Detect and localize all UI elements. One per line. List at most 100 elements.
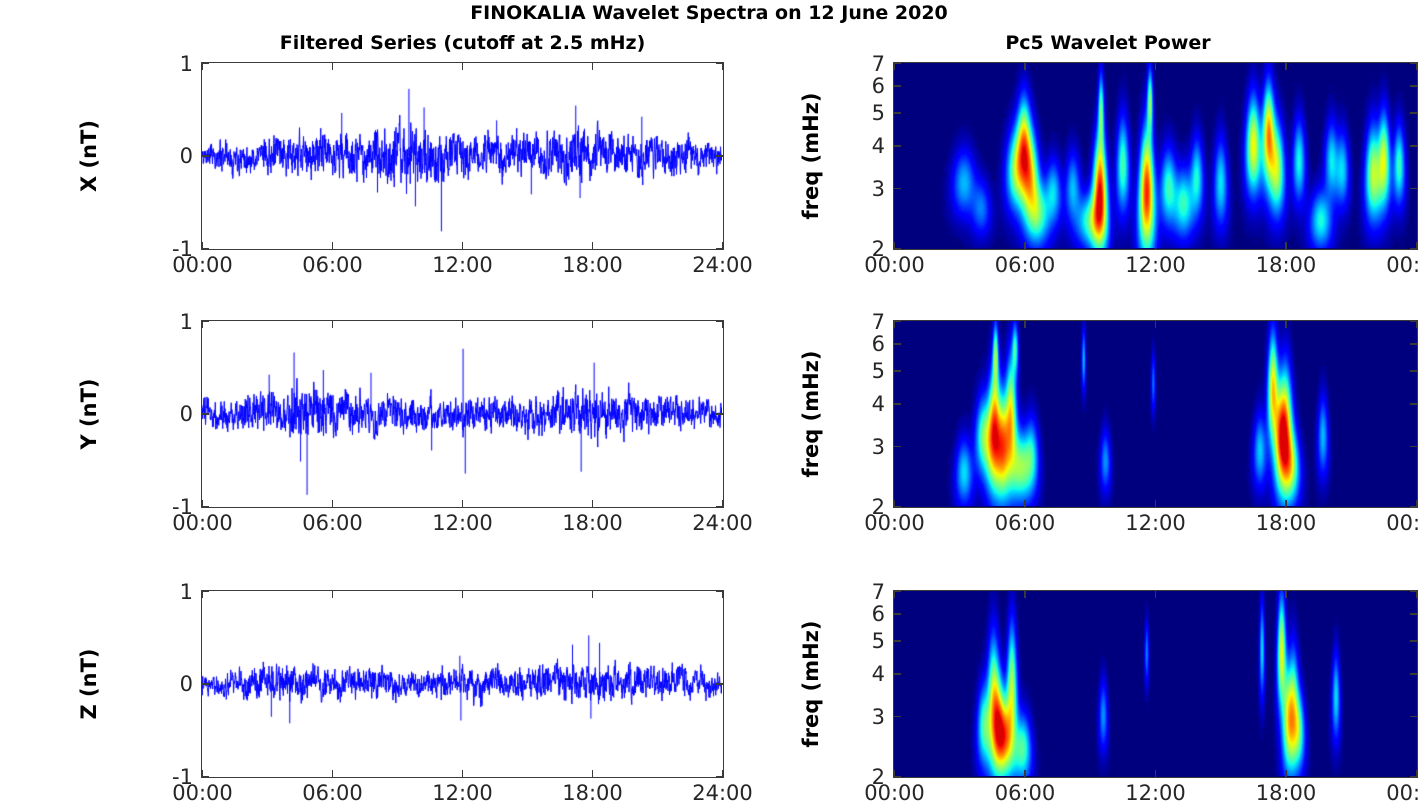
xtick-top-right-row-1-2 xyxy=(1154,63,1157,70)
xtick-right-row-2-0 xyxy=(893,500,896,507)
ytick-right-row-3-5 xyxy=(894,775,901,778)
ytick-right-row-2-3 xyxy=(894,403,901,405)
xticklabel-right-row-2-2: 12:00 xyxy=(1125,511,1186,535)
xticklabel-right-row-1-1: 06:00 xyxy=(994,253,1056,277)
xticklabel-right-row-1-4: 00:00 xyxy=(1386,253,1418,277)
ytick-right-right-row-2-4 xyxy=(1410,445,1417,448)
yticklabel-right-row-1-1: 6 xyxy=(871,74,885,99)
xtick-left-row-3-1 xyxy=(331,770,334,777)
xticklabel-right-row-1-2: 12:00 xyxy=(1125,253,1186,277)
xtick-top-left-row-2-2 xyxy=(461,321,464,328)
xtick-top-left-row-3-3 xyxy=(591,591,594,598)
xticklabel-left-row-1-2: 12:00 xyxy=(432,253,493,277)
ytick-right-row-3-1 xyxy=(894,613,901,616)
ytick-right-row-3-3 xyxy=(894,673,901,675)
ylabel-left-row-1: X (nT) xyxy=(77,120,101,192)
ytick-right-left-row-3-1 xyxy=(716,683,723,685)
ytick-right-row-1-0 xyxy=(894,62,901,65)
ylabel-right-row-3: freq (mHz) xyxy=(799,620,823,748)
yticklabel-right-row-2-0: 7 xyxy=(871,309,885,334)
ytick-right-left-row-2-1 xyxy=(716,413,723,415)
ytick-right-right-row-2-5 xyxy=(1410,505,1417,508)
xtick-right-row-2-3 xyxy=(1285,500,1287,507)
yticklabel-right-row-1-4: 3 xyxy=(871,176,885,201)
ytick-left-row-2-2 xyxy=(202,505,209,508)
yticklabel-right-row-2-1: 6 xyxy=(871,332,885,357)
ytick-right-right-row-3-3 xyxy=(1410,673,1417,675)
yticklabel-left-row-1-1: 0 xyxy=(179,144,193,168)
ytick-right-left-row-2-2 xyxy=(716,505,723,508)
yticklabel-right-row-2-4: 3 xyxy=(871,434,885,459)
yticklabel-left-row-2-1: 0 xyxy=(179,402,193,426)
xtick-left-row-3-0 xyxy=(201,770,204,777)
axes-left-row-2 xyxy=(201,320,724,508)
ytick-right-row-1-1 xyxy=(894,85,901,88)
timeseries-trace xyxy=(202,321,722,506)
ytick-right-right-row-1-1 xyxy=(1410,85,1417,88)
xticklabel-left-row-2-2: 12:00 xyxy=(432,511,493,535)
xtick-right-row-1-4 xyxy=(1415,242,1418,249)
xtick-top-left-row-2-0 xyxy=(201,321,204,328)
xtick-top-right-row-2-0 xyxy=(893,321,896,328)
xtick-left-row-2-1 xyxy=(331,500,334,507)
xtick-top-right-row-1-1 xyxy=(1024,63,1026,70)
figure-canvas: FINOKALIA Wavelet Spectra on 12 June 202… xyxy=(77,2,1418,805)
ytick-right-row-3-4 xyxy=(894,715,901,718)
xtick-top-right-row-3-1 xyxy=(1024,591,1026,598)
wavelet-power-image xyxy=(894,63,1416,248)
ytick-right-row-1-2 xyxy=(894,112,901,114)
xtick-left-row-1-1 xyxy=(331,242,334,249)
ytick-right-row-3-2 xyxy=(894,640,901,642)
xticklabel-right-row-3-4: 00:00 xyxy=(1386,781,1418,805)
ytick-right-row-1-5 xyxy=(894,247,901,250)
ytick-right-right-row-1-4 xyxy=(1410,187,1417,190)
timeseries-trace xyxy=(202,63,722,248)
xtick-left-row-1-4 xyxy=(721,242,724,249)
right-column-title: Pc5 Wavelet Power xyxy=(1005,32,1211,54)
ytick-right-left-row-1-2 xyxy=(716,247,723,250)
ytick-right-row-1-4 xyxy=(894,187,901,190)
xtick-top-right-row-3-2 xyxy=(1154,591,1157,598)
ytick-right-right-row-2-1 xyxy=(1410,343,1417,346)
xtick-top-right-row-2-3 xyxy=(1285,321,1287,328)
ytick-left-row-2-1 xyxy=(202,413,209,415)
ytick-right-left-row-1-0 xyxy=(716,62,723,65)
yticklabel-left-row-1-0: 1 xyxy=(179,51,193,76)
axes-left-row-3 xyxy=(201,590,724,778)
xticklabel-left-row-1-0: 00:00 xyxy=(172,253,233,277)
xtick-left-row-3-4 xyxy=(721,770,724,777)
ylabel-left-row-2: Y (nT) xyxy=(77,378,101,450)
xtick-top-right-row-2-2 xyxy=(1154,321,1157,328)
yticklabel-right-row-1-0: 7 xyxy=(871,51,885,76)
xtick-left-row-1-2 xyxy=(461,242,464,249)
ytick-right-right-row-3-2 xyxy=(1410,640,1417,642)
yticklabel-right-row-2-2: 5 xyxy=(871,359,885,384)
ytick-right-right-row-1-5 xyxy=(1410,247,1417,250)
xtick-left-row-1-0 xyxy=(201,242,204,249)
timeseries-trace xyxy=(202,591,722,776)
ytick-left-row-2-0 xyxy=(202,320,209,323)
xticklabel-right-row-2-3: 18:00 xyxy=(1255,511,1317,535)
xticklabel-left-row-3-2: 12:00 xyxy=(432,781,493,805)
yticklabel-right-row-2-3: 4 xyxy=(871,392,885,417)
xtick-right-row-1-0 xyxy=(893,242,896,249)
xticklabel-left-row-2-1: 06:00 xyxy=(302,511,363,535)
yticklabel-left-row-2-0: 1 xyxy=(179,309,193,334)
xtick-right-row-1-3 xyxy=(1285,242,1287,249)
xtick-top-left-row-2-3 xyxy=(591,321,594,328)
xticklabel-left-row-2-4: 24:00 xyxy=(692,511,753,535)
xtick-top-left-row-2-1 xyxy=(331,321,334,328)
xtick-top-left-row-1-0 xyxy=(201,63,204,70)
ylabel-left-row-3: Z (nT) xyxy=(77,648,101,720)
ytick-right-left-row-2-0 xyxy=(716,320,723,323)
xticklabel-right-row-1-3: 18:00 xyxy=(1255,253,1317,277)
yticklabel-right-row-3-1: 6 xyxy=(871,602,885,627)
yticklabel-right-row-2-5: 2 xyxy=(871,494,885,519)
xtick-top-right-row-1-4 xyxy=(1415,63,1418,70)
ytick-right-row-1-3 xyxy=(894,145,901,147)
yticklabel-right-row-3-4: 3 xyxy=(871,704,885,729)
yticklabel-left-row-3-0: 1 xyxy=(179,579,193,604)
xtick-left-row-2-2 xyxy=(461,500,464,507)
xticklabel-left-row-3-3: 18:00 xyxy=(562,781,623,805)
xtick-right-row-3-1 xyxy=(1024,770,1026,777)
